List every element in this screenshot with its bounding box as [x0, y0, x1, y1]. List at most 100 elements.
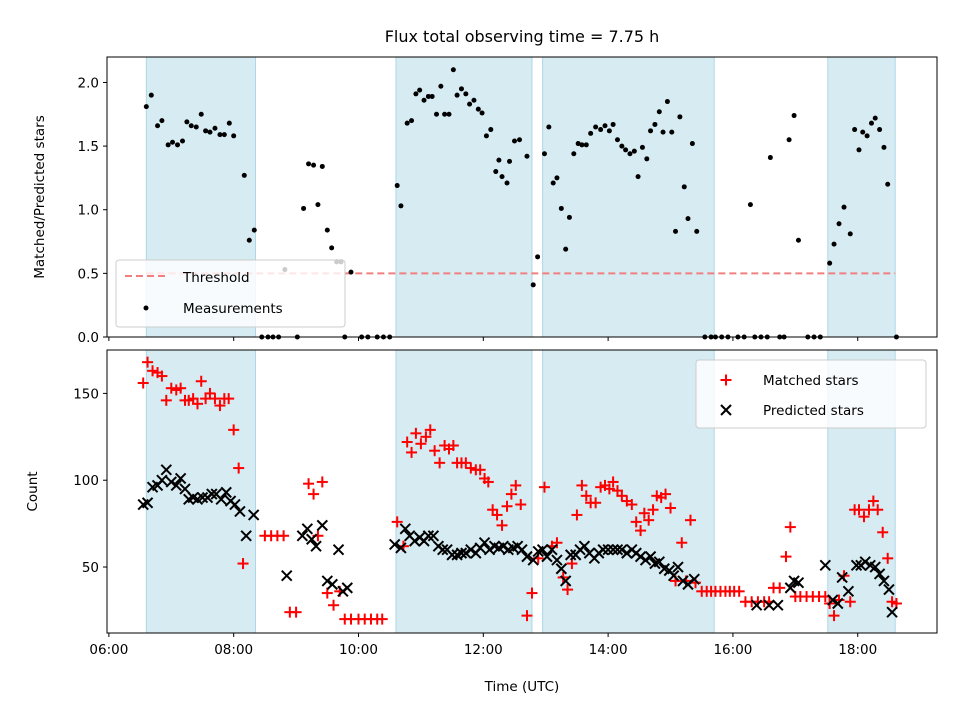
matched-star-point [391, 516, 403, 528]
matched-star-point [496, 519, 508, 531]
measurement-point [458, 86, 464, 92]
matched-star-point [465, 462, 477, 474]
matched-star-point [784, 521, 796, 533]
matched-star-point [474, 464, 486, 476]
measurement-point [689, 141, 695, 147]
measurement-point [593, 124, 599, 130]
predicted-star-point [437, 543, 449, 556]
x-tick-label: 18:00 [838, 642, 877, 658]
x-tick-label: 10:00 [339, 642, 378, 658]
measurement-point [606, 128, 612, 134]
matched-star-point [376, 613, 388, 625]
measurement-point [795, 237, 801, 243]
predicted-star-point [399, 523, 412, 535]
measurement-point [860, 129, 866, 135]
measurement-point [467, 101, 473, 107]
measurement-point [193, 124, 199, 130]
predicted-star-point [516, 543, 528, 556]
x-tick-label: 08:00 [214, 642, 253, 658]
measurement-point [203, 128, 209, 134]
measurement-point [217, 132, 223, 138]
predicted-star-point [332, 543, 345, 556]
measurement-point [864, 133, 870, 139]
matched-star-point [321, 587, 333, 599]
legend-predicted-label: Predicted stars [763, 403, 864, 419]
matched-star-point [142, 356, 154, 368]
predicted-star-point [536, 543, 549, 556]
measurement-point [524, 153, 530, 159]
observing-interval [395, 57, 532, 337]
y-tick-label: 0.0 [78, 330, 99, 346]
matched-star-point [551, 537, 563, 549]
matched-star-point [447, 439, 459, 451]
matched-star-point [482, 476, 494, 488]
matched-star-point [424, 424, 436, 436]
measurement-point [614, 137, 620, 143]
measurement-point [546, 124, 552, 130]
predicted-star-point [878, 575, 890, 587]
predicted-star-point [460, 547, 472, 559]
predicted-star-point [819, 559, 832, 571]
measurement-point [831, 241, 837, 247]
predicted-star-point [667, 569, 680, 582]
matched-star-point [406, 446, 418, 458]
measurement-point [159, 118, 165, 124]
measurement-point [627, 151, 633, 157]
matched-star-point [630, 516, 642, 528]
measurement-point [791, 113, 797, 119]
matched-star-point [328, 599, 340, 611]
measurement-point [664, 99, 670, 105]
matched-star-point [410, 427, 422, 439]
matched-star-point [576, 479, 588, 491]
matched-star-point [491, 509, 503, 521]
measurement-point [155, 123, 161, 129]
measurement-point [648, 128, 654, 134]
measurement-point [602, 123, 608, 129]
observing-interval [146, 350, 256, 633]
matched-star-point [774, 582, 786, 594]
measurement-point [767, 155, 773, 161]
measurement-point [446, 111, 452, 117]
measurement-point [610, 121, 616, 127]
matched-star-point [647, 504, 659, 516]
measurement-point [694, 228, 700, 234]
matched-star-point [429, 445, 441, 457]
legend-measurements-label: Measurements [183, 301, 283, 317]
matched-star-point [780, 551, 792, 563]
measurement-point [175, 142, 181, 148]
bottom-legend-box [695, 359, 927, 429]
observing-interval [542, 57, 715, 337]
matched-star-point [505, 488, 517, 500]
predicted-star-point [859, 556, 871, 568]
matched-star-point [665, 502, 677, 514]
predicted-star-point [483, 543, 496, 556]
measurement-point [241, 172, 247, 178]
measurement-point [483, 133, 489, 139]
matched-star-point [165, 382, 177, 394]
x-tick-label: 16:00 [713, 642, 752, 658]
measurement-point [143, 104, 149, 110]
predicted-star-point [174, 472, 187, 485]
predicted-star-point [240, 530, 252, 542]
legend-x-marker [720, 404, 732, 416]
measurement-point [398, 203, 404, 209]
predicted-star-point [296, 530, 309, 542]
predicted-star-point [578, 540, 591, 552]
y-tick-label: 150 [73, 386, 99, 402]
matched-star-point [882, 552, 894, 564]
predicted-star-point [427, 530, 440, 542]
predicted-star-point [310, 540, 322, 552]
matched-star-point [501, 500, 513, 512]
y-tick-label: 2.0 [78, 75, 99, 91]
bottom-panel-frame [106, 349, 938, 634]
x-tick-label: 14:00 [589, 642, 628, 658]
predicted-star-point [639, 554, 652, 566]
predicted-star-point [644, 550, 657, 563]
predicted-star-point [677, 575, 689, 587]
matched-star-point [303, 478, 315, 490]
measurement-point [588, 130, 594, 136]
predicted-star-point [527, 554, 539, 566]
legend-matched-label: Matched stars [763, 373, 859, 389]
predicted-star-point [607, 543, 619, 556]
predicted-star-point [247, 509, 260, 521]
